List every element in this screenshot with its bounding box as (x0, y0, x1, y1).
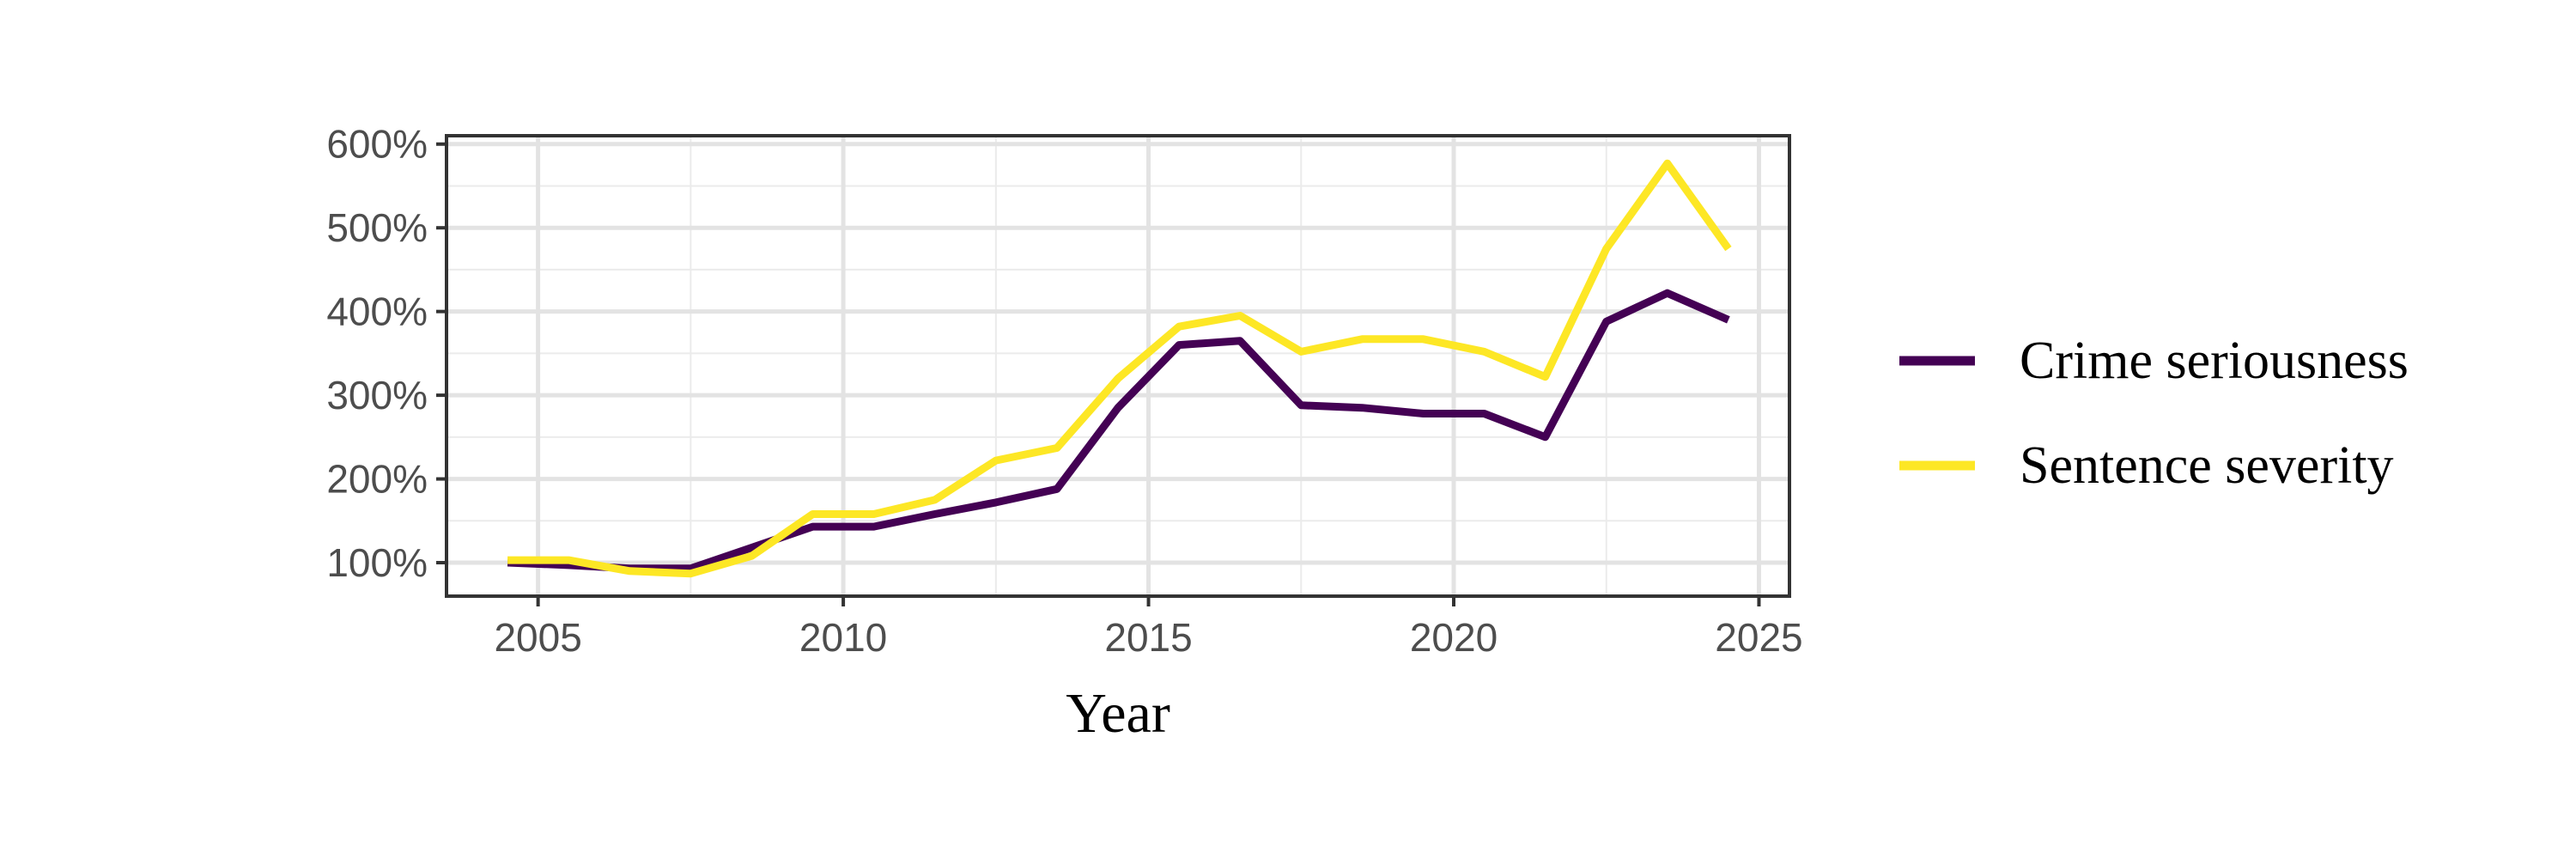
y-tick-label: 100% (326, 540, 428, 585)
series-lines (507, 159, 1732, 578)
x-tick-label: 2010 (799, 615, 887, 660)
y-tick-label: 600% (326, 122, 428, 167)
series-line (507, 289, 1730, 573)
legend: Crime seriousness Sentence severity (1899, 332, 2409, 495)
x-tick-label: 2025 (1715, 615, 1802, 660)
x-axis-ticks: 2005 2010 2015 2020 2025 (494, 596, 1803, 660)
series-line (507, 159, 1732, 578)
grid-lines (447, 136, 1789, 596)
x-tick-label: 2020 (1410, 615, 1498, 660)
y-tick-label: 300% (326, 373, 428, 417)
y-tick-label: 400% (326, 289, 428, 334)
legend-label: Crime seriousness (2020, 332, 2409, 390)
y-axis-ticks: 100% 200% 300% 400% 500% 600% (326, 122, 447, 585)
x-tick-label: 2015 (1104, 615, 1192, 660)
y-tick-label: 200% (326, 457, 428, 502)
panel-background (447, 136, 1789, 596)
legend-label: Sentence severity (2020, 436, 2394, 495)
x-axis-title: Year (1066, 682, 1170, 745)
panel-border (445, 134, 1791, 598)
x-tick-label: 2005 (494, 615, 581, 660)
y-tick-label: 500% (326, 205, 428, 250)
